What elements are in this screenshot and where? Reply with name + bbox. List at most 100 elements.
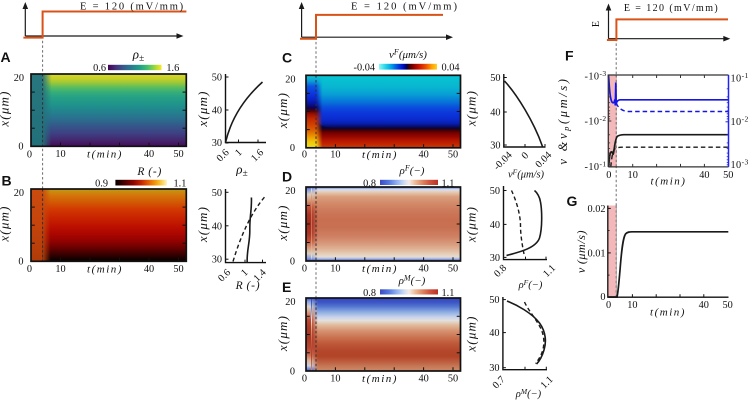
svg-text:0: 0 [600,292,605,303]
svg-text:0: 0 [302,264,307,275]
svg-text:t(min): t(min) [362,263,398,275]
svg-text:40: 40 [418,264,428,275]
svg-text:40: 40 [699,170,709,181]
svg-text:1.1: 1.1 [442,288,455,299]
svg-text:10: 10 [627,300,637,311]
svg-text:0.01: 0.01 [587,248,605,259]
svg-text:50: 50 [173,149,183,160]
svg-text:0.7: 0.7 [491,374,508,391]
svg-text:20: 20 [285,74,295,85]
svg-text:40: 40 [699,300,709,311]
svg-text:0: 0 [302,150,307,161]
svg-text:1.6: 1.6 [166,63,179,74]
svg-text:0: 0 [606,300,611,311]
svg-text:30: 30 [490,253,500,264]
svg-text:10: 10 [330,374,340,385]
svg-text:1.1: 1.1 [539,374,556,391]
svg-text:t(min): t(min) [362,149,398,161]
svg-text:20: 20 [285,186,295,197]
svg-text:20: 20 [14,73,24,84]
svg-text:50: 50 [212,188,222,199]
svg-text:E = 120 (mV/mm): E = 120 (mV/mm) [624,3,719,14]
svg-text:30: 30 [489,363,499,374]
svg-text:F: F [565,48,574,64]
svg-text:10: 10 [55,149,65,160]
svg-text:-0.04: -0.04 [354,63,375,74]
svg-text:-10-1: -10-1 [585,159,607,173]
svg-text:40: 40 [490,220,500,231]
svg-text:vF(μm/s): vF(μm/s) [389,48,427,62]
svg-text:v &vp(μm/s): v &vp(μm/s) [556,76,571,164]
svg-text:0.8: 0.8 [363,288,376,299]
svg-text:0.6: 0.6 [93,63,106,74]
svg-text:10-1: 10-1 [731,71,749,85]
svg-text:10: 10 [330,149,340,160]
svg-text:20: 20 [285,297,295,308]
svg-text:40: 40 [212,106,222,117]
svg-text:0: 0 [290,366,295,377]
svg-text:0.6: 0.6 [216,267,233,284]
svg-text:50: 50 [490,186,500,197]
svg-text:0: 0 [606,170,611,181]
svg-text:40: 40 [418,149,428,160]
svg-text:x(μm): x(μm) [464,90,479,127]
svg-text:ρM(−): ρM(−) [515,387,542,400]
svg-text:ρF(−): ρF(−) [518,278,543,291]
svg-text:50: 50 [723,170,733,181]
svg-text:E = 120 (mV/mm): E = 120 (mV/mm) [80,2,185,13]
svg-text:0.9: 0.9 [95,178,108,189]
svg-text:D: D [282,169,292,185]
svg-text:0.8: 0.8 [492,263,509,280]
svg-text:t(min): t(min) [651,176,687,188]
svg-text:E: E [591,21,602,27]
svg-text:ρF(−): ρF(−) [399,164,425,178]
svg-text:10: 10 [55,264,65,275]
svg-text:x(μm): x(μm) [0,205,12,242]
svg-text:10: 10 [628,170,638,181]
svg-text:A: A [1,49,11,65]
svg-text:1: 1 [233,147,244,158]
svg-text:0: 0 [27,150,32,161]
svg-text:0: 0 [302,374,307,385]
svg-text:-10-2: -10-2 [585,114,607,128]
svg-text:0.8: 0.8 [363,178,376,189]
svg-text:1.1: 1.1 [174,178,187,189]
svg-text:0.04: 0.04 [442,63,460,74]
svg-text:40: 40 [144,149,154,160]
svg-text:30: 30 [212,255,222,266]
svg-text:10-2: 10-2 [731,115,749,129]
svg-text:t(min): t(min) [87,149,123,161]
svg-text:R (-): R (-) [235,280,261,292]
svg-text:R (-): R (-) [136,166,162,178]
svg-text:x(μm): x(μm) [0,90,12,127]
svg-text:-10-3: -10-3 [585,69,607,83]
svg-text:ρ±: ρ± [235,162,247,180]
svg-text:40: 40 [489,328,499,339]
svg-text:1: 1 [239,267,250,278]
svg-text:0: 0 [290,143,295,154]
svg-text:E: E [282,279,291,295]
svg-text:E = 120 (mV/mm): E = 120 (mV/mm) [351,2,459,13]
svg-text:50: 50 [173,264,183,275]
svg-text:40: 40 [490,108,500,119]
svg-text:40: 40 [212,221,222,232]
svg-text:50: 50 [448,374,458,385]
svg-text:50: 50 [448,264,458,275]
svg-text:40: 40 [418,374,428,385]
svg-text:1.1: 1.1 [541,263,558,280]
svg-text:50: 50 [489,295,499,306]
svg-text:ρ±: ρ± [132,47,144,65]
svg-text:x(μm): x(μm) [275,92,290,129]
svg-text:0: 0 [18,257,23,268]
svg-text:t(min): t(min) [362,373,398,385]
svg-text:30: 30 [490,141,500,152]
svg-text:1.1: 1.1 [442,178,455,189]
svg-text:10: 10 [330,264,340,275]
svg-text:0.04: 0.04 [534,150,555,171]
svg-text:ρM(−): ρM(−) [398,274,426,288]
svg-text:50: 50 [448,149,458,160]
svg-text:x(μm): x(μm) [275,315,290,352]
svg-text:C: C [282,50,292,66]
svg-text:50: 50 [490,73,500,84]
svg-text:1.6: 1.6 [249,147,266,164]
